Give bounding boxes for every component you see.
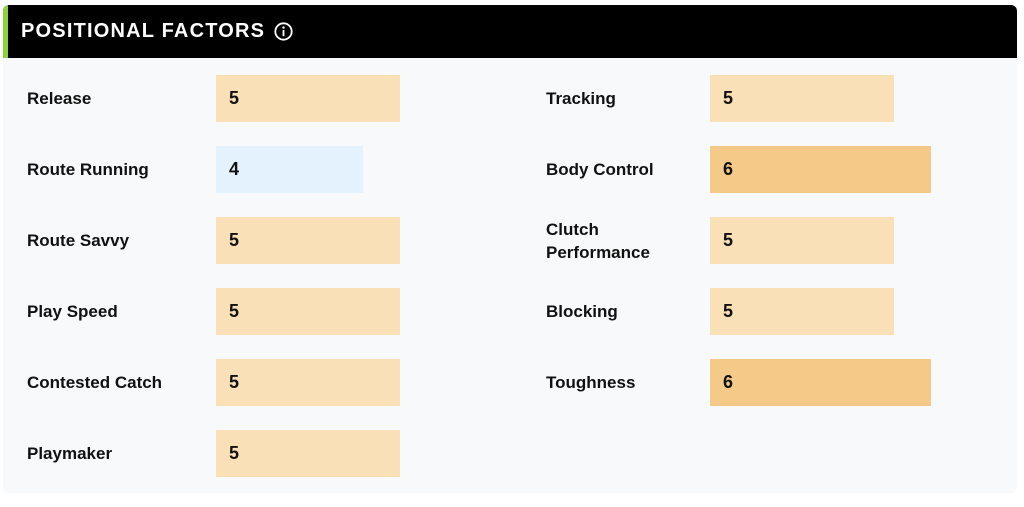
factor-label: Tracking (546, 89, 616, 108)
factor-value-bar: 5 (710, 75, 894, 122)
factor-label: Route Savvy (27, 231, 130, 250)
factor-value-bar: 5 (216, 75, 400, 122)
factor-value-bar: 6 (710, 359, 931, 406)
factor-label: Toughness (546, 373, 636, 392)
factor-label: Body Control (546, 160, 654, 179)
factor-value-bar: 4 (216, 146, 363, 193)
info-icon[interactable] (274, 22, 293, 41)
positional-factors-card: POSITIONAL FACTORS Release 5 Route Runni… (3, 5, 1017, 493)
section-header: POSITIONAL FACTORS (3, 5, 1017, 58)
factor-value-bar: 5 (216, 359, 400, 406)
factor-label: Contested Catch (27, 373, 163, 392)
factor-value-bar: 5 (710, 217, 894, 264)
factor-label: Route Running (27, 160, 149, 179)
factor-value-bar: 5 (216, 217, 400, 264)
factor-label: Playmaker (27, 444, 113, 463)
factor-label: Release (27, 89, 92, 108)
factor-value-bar: 5 (710, 288, 894, 335)
factor-label: Blocking (546, 302, 618, 321)
factor-value-bar: 6 (710, 146, 931, 193)
factor-value-bar: 5 (216, 288, 400, 335)
factor-label: Clutch Performance (546, 219, 650, 262)
factor-value-bar: 5 (216, 430, 400, 477)
section-title: POSITIONAL FACTORS (21, 20, 266, 42)
factor-label: Play Speed (27, 302, 118, 321)
